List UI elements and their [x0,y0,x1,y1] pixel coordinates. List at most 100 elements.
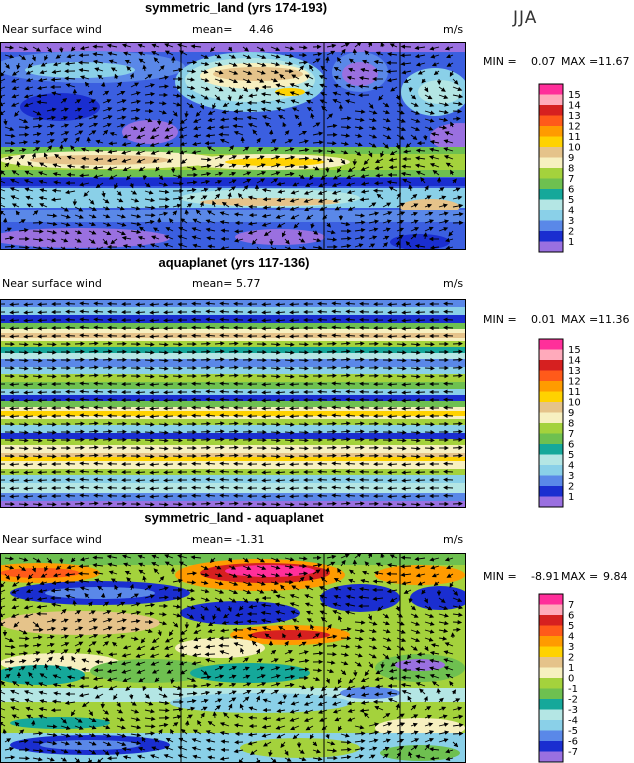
colorbar-label: 5 [568,621,574,632]
panel-title-difference: symmetric_land - aquaplanet [144,510,324,525]
colorbar-label: -7 [568,747,578,758]
colorbar-label: 2 [568,653,574,664]
colorbar-swatch [539,594,563,605]
min-label-aquaplanet: MIN = [483,313,517,326]
colorbar-swatch [539,496,563,507]
colorbar-swatch [539,709,563,720]
colorbar-swatch [539,678,563,689]
panel-variable-difference: Near surface wind [2,533,102,546]
colorbar-swatch [539,433,563,444]
colorbar-swatch [539,486,563,497]
colorbar-label: 4 [568,461,574,472]
colorbar-swatch [539,178,563,189]
colorbar-label: 14 [568,356,581,367]
wind-map-symmetric-land [0,42,466,250]
colorbar-label: 2 [568,482,574,493]
colorbar-swatch [539,444,563,455]
min-value-difference: -8.91 [531,570,560,583]
colorbar-aquaplanet: 15 14 13 12 11 10 9 8 7 6 5 4 3 2 1 [538,338,608,508]
colorbar-symmetric-land: 15 14 13 12 11 10 9 8 7 6 5 4 3 2 1 [538,83,608,253]
colorbar-label: 4 [568,632,574,643]
units-symmetric-land: m/s [443,23,464,36]
colorbar-swatch [539,220,563,231]
panel-title-symmetric-land: symmetric_land (yrs 174-193) [144,0,328,15]
colorbar-swatch [539,604,563,615]
colorbar-label: 10 [568,143,581,154]
colorbar-label: 6 [568,185,574,196]
colorbar-swatch [539,636,563,647]
colorbar-swatch [539,667,563,678]
colorbar-swatch [539,126,563,137]
panel-variable-symmetric-land: Near surface wind [2,23,102,36]
colorbar-swatch [539,720,563,731]
colorbar-swatch [539,391,563,402]
colorbar-label: -4 [568,716,578,727]
colorbar-label: 0 [568,674,574,685]
colorbar-swatch [539,688,563,699]
colorbar-swatch [539,741,563,752]
colorbar-swatch [539,157,563,168]
colorbar-swatch [539,412,563,423]
colorbar-difference: 7 6 5 4 3 2 1 0 -1 -2 -3 -4 -5 -6 -7 [538,593,608,763]
mean-label-difference: mean= [192,533,233,546]
colorbar-swatch [539,84,563,95]
colorbar-label: 11 [568,132,581,143]
colorbar-swatch [539,241,563,252]
max-value-aquaplanet: 11.36 [598,313,630,326]
colorbar-label: 6 [568,440,574,451]
colorbar-swatch [539,657,563,668]
colorbar-swatch [539,454,563,465]
panel-variable-aquaplanet: Near surface wind [2,277,102,290]
colorbar-swatch [539,115,563,126]
min-label-difference: MIN = [483,570,517,583]
colorbar-swatch [539,730,563,741]
colorbar-swatch [539,751,563,762]
colorbar-label: 13 [568,366,581,377]
wind-map-difference [0,553,466,763]
season-label: JJA [513,8,538,28]
max-label-difference: MAX = [561,570,599,583]
colorbar-label: -5 [568,726,578,737]
colorbar-label: 6 [568,611,574,622]
max-label-symmetric-land: MAX = [561,55,599,68]
colorbar-label: 13 [568,111,581,122]
colorbar-swatch [539,360,563,371]
colorbar-swatch [539,231,563,242]
colorbar-label: 5 [568,195,574,206]
colorbar-swatch [539,349,563,360]
colorbar-label: 15 [568,345,581,356]
mean-value-difference: -1.31 [236,533,265,546]
colorbar-swatch [539,339,563,350]
colorbar-swatch [539,646,563,657]
colorbar-label: 1 [568,663,574,674]
colorbar-label: 2 [568,227,574,238]
colorbar-label: 8 [568,419,574,430]
min-value-symmetric-land: 0.07 [531,55,556,68]
colorbar-label: 14 [568,101,581,112]
units-difference: m/s [443,533,464,546]
mean-value-aquaplanet: 5.77 [236,277,261,290]
max-label-aquaplanet: MAX = [561,313,599,326]
colorbar-label: -6 [568,737,578,748]
units-aquaplanet: m/s [443,277,464,290]
colorbar-label: -2 [568,695,578,706]
colorbar-label: 5 [568,450,574,461]
colorbar-label: 8 [568,164,574,175]
colorbar-swatch [539,105,563,116]
colorbar-label: 1 [568,237,574,248]
colorbar-swatch [539,381,563,392]
colorbar-swatch [539,625,563,636]
colorbar-label: 3 [568,471,574,482]
colorbar-label: -3 [568,705,578,716]
colorbar-label: 7 [568,600,574,611]
colorbar-label: 7 [568,174,574,185]
colorbar-label: 15 [568,90,581,101]
colorbar-swatch [539,475,563,486]
mean-label-aquaplanet: mean= [192,277,233,290]
max-value-symmetric-land: 11.67 [598,55,630,68]
colorbar-swatch [539,168,563,179]
min-label-symmetric-land: MIN = [483,55,517,68]
colorbar-swatch [539,370,563,381]
wind-vectors [0,553,464,763]
max-value-difference: 9.84 [603,570,628,583]
